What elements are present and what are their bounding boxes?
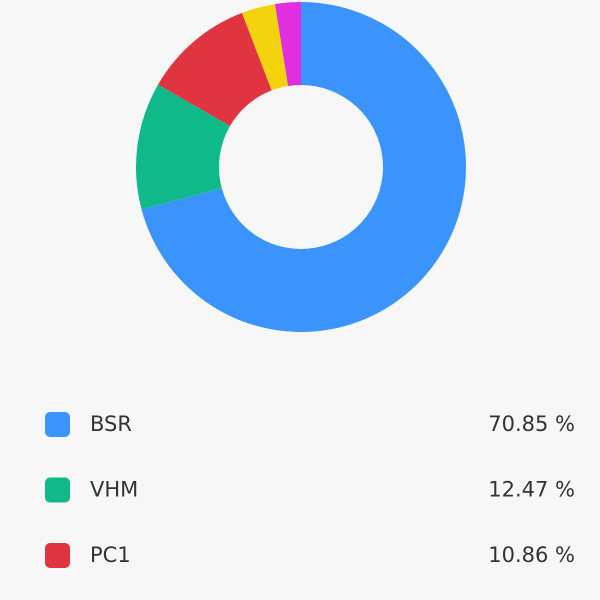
value-label: 10.86 % bbox=[488, 543, 575, 567]
legend-swatch bbox=[45, 412, 70, 437]
value-label: 12.47 % bbox=[488, 478, 575, 502]
pie-slice bbox=[241, 4, 289, 91]
pie-slice bbox=[158, 12, 272, 127]
pie-slice bbox=[274, 2, 301, 87]
legend-swatch bbox=[45, 543, 70, 568]
pie-slice bbox=[136, 84, 230, 210]
legend-swatch bbox=[45, 477, 70, 503]
legend-label: PC1 bbox=[90, 543, 131, 567]
legend-label: VHM bbox=[90, 478, 138, 502]
legend-label: BSR bbox=[90, 412, 132, 436]
pie-slice bbox=[141, 2, 466, 332]
value-label: 70.85 % bbox=[488, 412, 575, 436]
